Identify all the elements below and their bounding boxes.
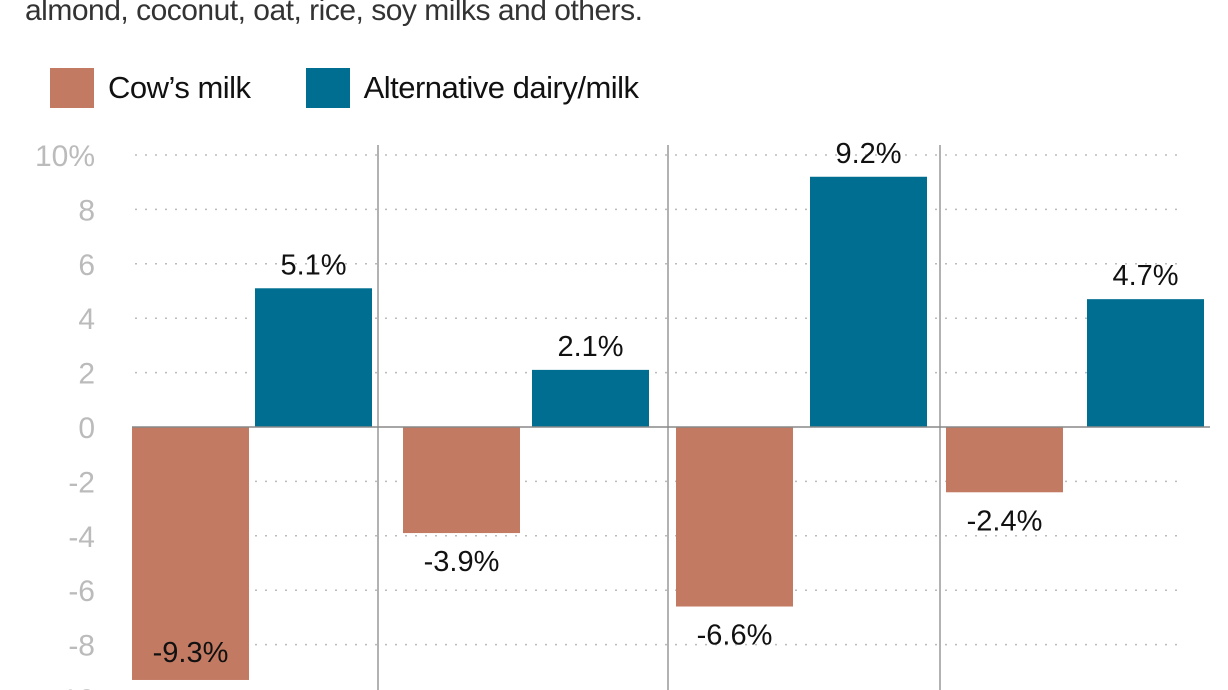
data-label: 2.1% [557, 331, 623, 363]
data-label: -9.3% [153, 637, 229, 669]
legend-label: Cow’s milk [108, 70, 251, 105]
data-label: 5.1% [280, 249, 346, 281]
data-label: 4.7% [1112, 260, 1178, 292]
bar [403, 427, 520, 534]
bar [132, 427, 249, 680]
y-tick-label: 0 [78, 412, 95, 445]
bar [946, 427, 1063, 493]
chart-subtitle: almond, coconut, oat, rice, soy milks an… [25, 0, 643, 27]
y-tick-label: -10 [52, 684, 95, 690]
data-label: -2.4% [967, 505, 1043, 537]
bar [676, 427, 793, 607]
data-label: -6.6% [697, 620, 773, 652]
legend-item-cows-milk: Cow’s milk [50, 68, 251, 108]
legend-swatch-cows-milk [50, 68, 94, 108]
legend: Cow’s milk Alternative dairy/milk [50, 68, 694, 108]
y-tick-label: -2 [68, 466, 95, 499]
bar [1087, 299, 1204, 427]
y-tick-label: -6 [68, 575, 95, 608]
legend-item-alternative: Alternative dairy/milk [305, 68, 639, 108]
data-label: 9.2% [835, 138, 901, 170]
y-tick-label: 4 [78, 303, 95, 336]
bar [810, 176, 927, 427]
legend-swatch-alternative [305, 68, 350, 108]
y-tick-label: -8 [68, 630, 95, 663]
y-tick-label: 2 [78, 358, 95, 391]
bar [532, 369, 649, 427]
data-label: -3.9% [424, 546, 500, 578]
bar [255, 288, 372, 427]
y-tick-label: 10% [35, 140, 95, 173]
y-tick-label: 6 [78, 249, 95, 282]
legend-label: Alternative dairy/milk [363, 70, 639, 105]
y-tick-label: 8 [78, 194, 95, 227]
y-tick-label: -4 [68, 521, 95, 554]
